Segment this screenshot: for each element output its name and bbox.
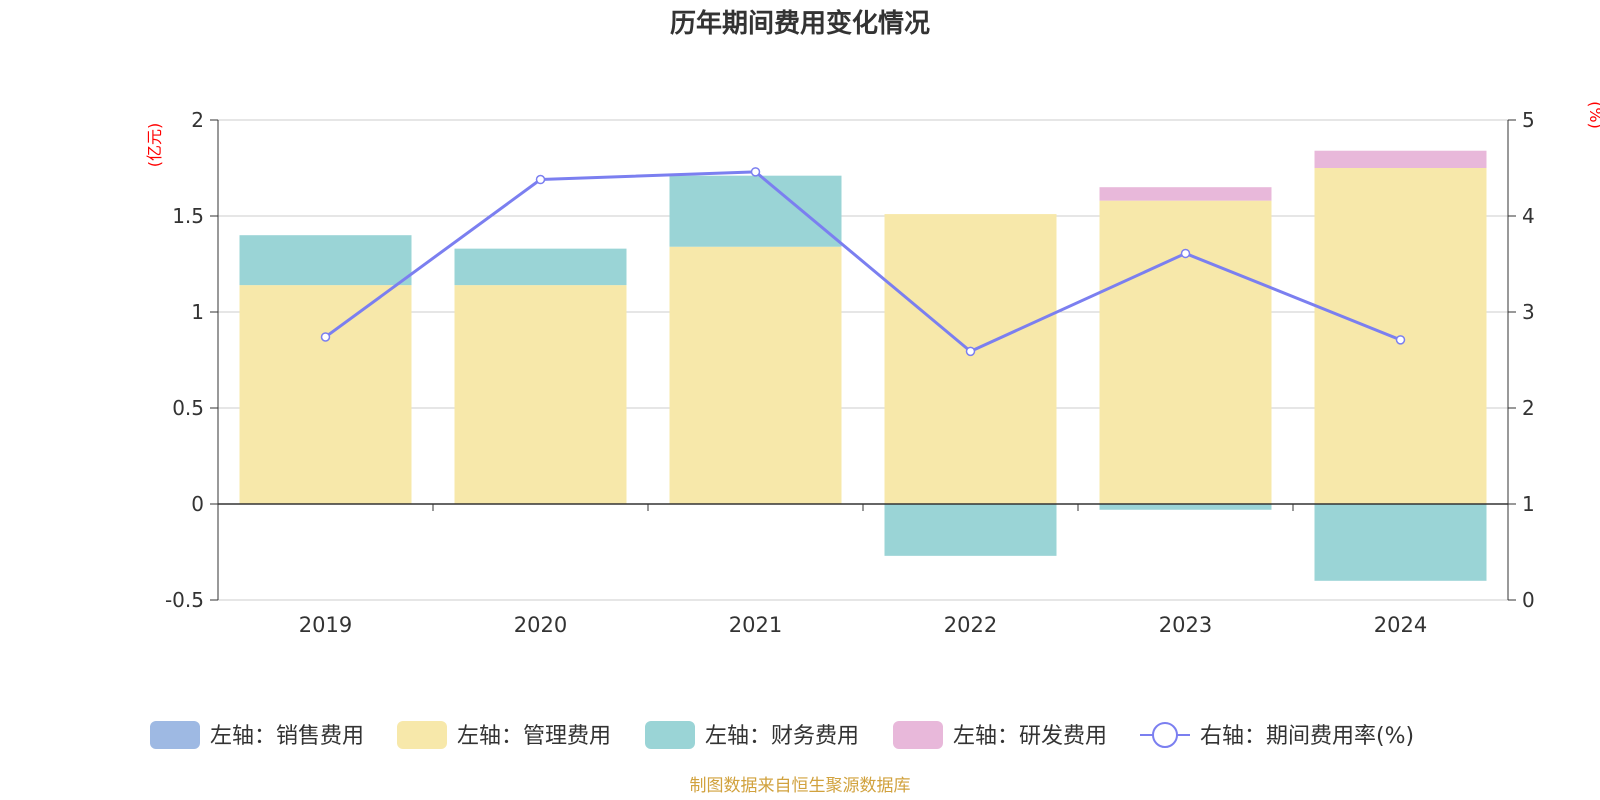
rate-point — [750, 167, 761, 177]
right-tick-label: 1 — [1522, 492, 1535, 516]
bar — [884, 504, 1057, 556]
bar — [1314, 504, 1487, 581]
left-tick-label: 2 — [191, 108, 204, 132]
category-label: 2024 — [1374, 613, 1427, 637]
rate-point — [965, 346, 976, 357]
data-source-note: 制图数据来自恒生聚源数据库 — [690, 776, 911, 796]
bar-series — [239, 150, 1487, 581]
bar — [669, 175, 842, 247]
right-tick-label: 4 — [1522, 204, 1535, 228]
chart-title: 历年期间费用变化情况 — [670, 8, 930, 39]
legend-label: 左轴：财务费用 — [705, 724, 859, 749]
rate-point — [535, 174, 546, 185]
rate-line — [324, 170, 1402, 353]
rate-point — [320, 332, 331, 342]
left-tick-label: 1 — [191, 300, 204, 324]
right-tick-label: 2 — [1522, 396, 1535, 420]
left-tick-label: 1.5 — [172, 204, 204, 228]
category-label: 2023 — [1159, 613, 1212, 637]
legend-label: 左轴：销售费用 — [210, 724, 364, 749]
legend-swatch — [397, 721, 447, 749]
bar — [1099, 200, 1272, 504]
bar — [1314, 150, 1487, 168]
bar — [884, 214, 1057, 504]
legend-label: 左轴：研发费用 — [953, 724, 1107, 749]
left-axis-unit-label: (亿元) — [145, 123, 164, 168]
left-tick-label: 0.5 — [172, 396, 204, 420]
right-tick-label: 0 — [1522, 588, 1535, 612]
category-label: 2022 — [944, 613, 997, 637]
left-tick-label: -0.5 — [165, 588, 204, 612]
legend-swatch — [645, 721, 695, 749]
rate-point — [1395, 335, 1406, 345]
legend-label: 左轴：管理费用 — [457, 724, 611, 749]
legend: 左轴：销售费用 左轴：管理费用 左轴：财务费用 左轴：研发费用 右轴：期间费用率(%) — [150, 721, 1414, 749]
axes: -0.5 0 0.5 1 1.5 2 0 1 2 3 4 5 2019 2020 2021 2022 2023 2… — [165, 108, 1535, 637]
category-label: 2020 — [514, 613, 567, 637]
right-tick-label: 3 — [1522, 300, 1535, 324]
bar — [239, 235, 412, 286]
bar — [454, 248, 627, 286]
right-tick-label: 5 — [1522, 108, 1535, 132]
legend-swatch — [893, 721, 943, 749]
grid-lines — [218, 119, 1508, 601]
bar — [669, 246, 842, 504]
category-label: 2019 — [299, 613, 352, 637]
left-tick-label: 0 — [191, 492, 204, 516]
line-series — [320, 167, 1406, 357]
bar — [239, 285, 412, 504]
legend-marker — [1152, 722, 1178, 748]
legend-swatch — [150, 721, 200, 749]
legend-label: 右轴：期间费用率(%) — [1200, 724, 1414, 749]
bar — [454, 285, 627, 504]
right-axis-unit-label: (%) — [1586, 101, 1600, 129]
category-label: 2021 — [729, 613, 782, 637]
bar — [1099, 187, 1272, 201]
bar — [1099, 504, 1272, 510]
rate-point — [1180, 248, 1191, 259]
